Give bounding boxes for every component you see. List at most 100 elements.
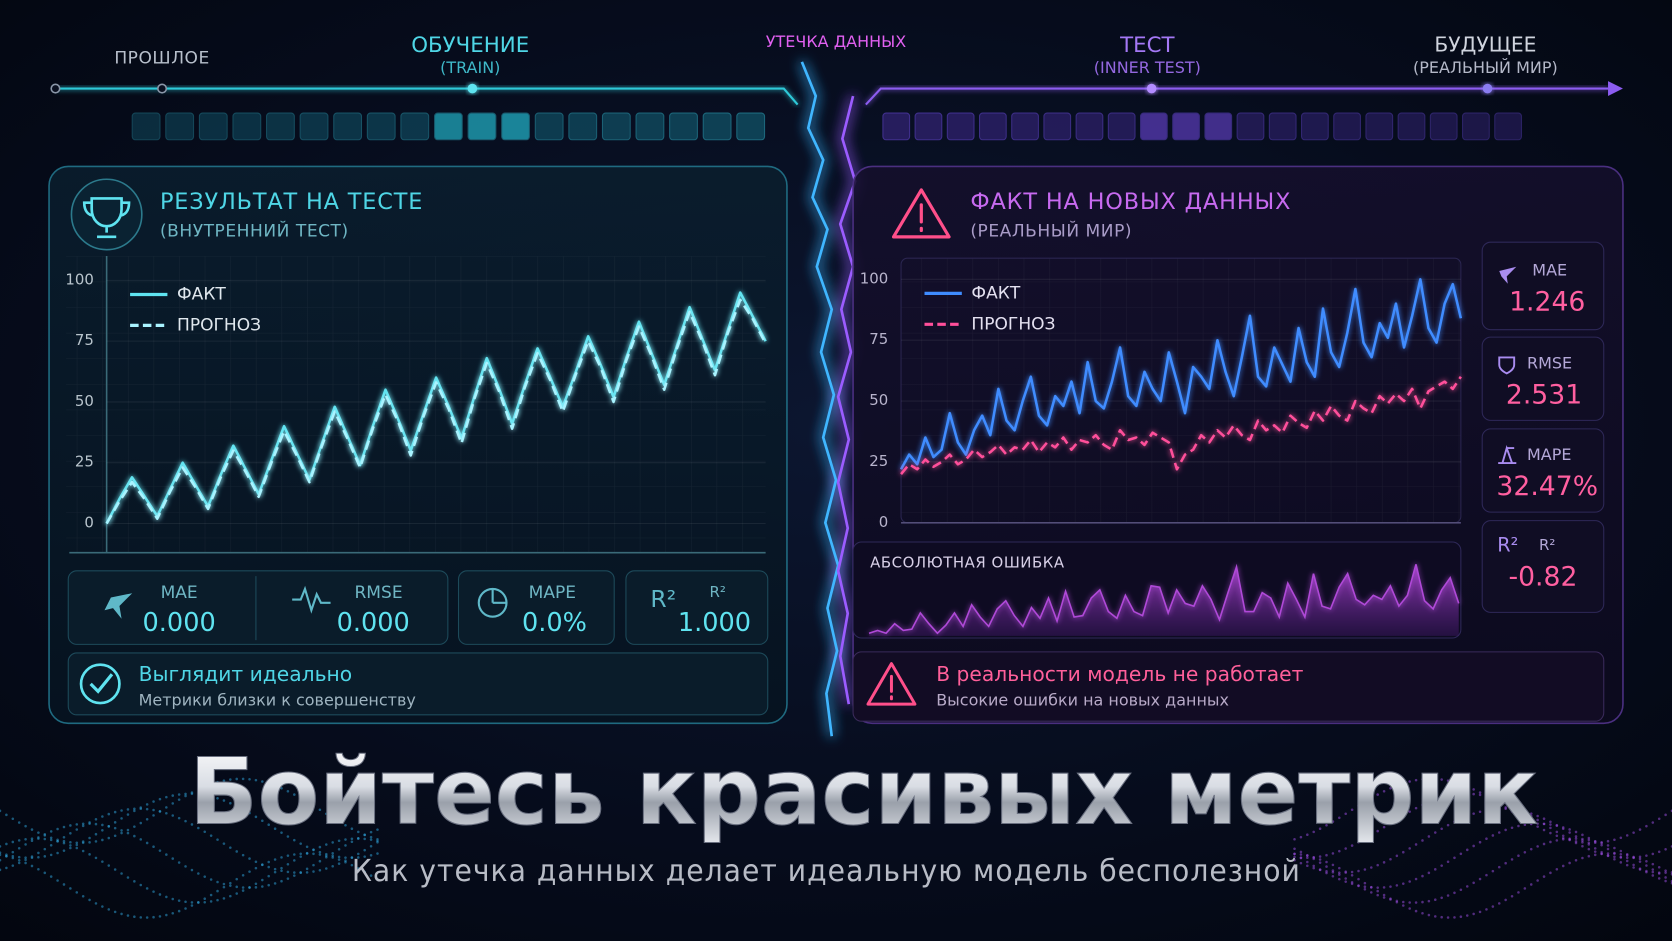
particle — [261, 878, 264, 882]
particle — [177, 793, 181, 796]
particle — [49, 836, 53, 840]
particle — [1414, 806, 1418, 810]
r2-icon: R² — [650, 585, 676, 613]
particle — [0, 858, 2, 862]
timeline-cell — [1107, 112, 1136, 141]
particle — [1619, 849, 1623, 853]
particle — [177, 899, 181, 902]
particle — [0, 845, 2, 848]
particle — [1370, 866, 1373, 869]
headline: Бойтесь красивых метрик — [189, 738, 1538, 845]
particle — [1363, 885, 1367, 888]
particle — [1421, 874, 1424, 878]
particle — [126, 876, 130, 879]
timeline-cell — [736, 112, 766, 141]
particle — [1312, 830, 1315, 834]
particle — [1363, 837, 1367, 841]
rmse-icon — [292, 585, 331, 614]
particle — [1529, 822, 1533, 826]
timeline-cell — [1075, 112, 1104, 141]
timeline-dot — [50, 83, 61, 94]
particle — [1587, 838, 1591, 842]
particle — [1325, 853, 1328, 857]
particle — [133, 809, 136, 813]
particle — [126, 828, 130, 832]
particle — [184, 792, 187, 796]
particle — [171, 802, 175, 805]
particle — [203, 785, 207, 788]
timeline-cell — [1172, 112, 1200, 141]
particle — [101, 815, 104, 818]
particle — [1549, 820, 1552, 824]
particle — [1491, 869, 1495, 873]
particle — [1331, 852, 1335, 855]
particle — [369, 835, 373, 839]
particle — [1657, 850, 1661, 854]
warning-icon — [891, 188, 951, 239]
particle — [305, 867, 309, 871]
particle — [312, 804, 315, 808]
particle — [273, 882, 277, 885]
particle — [1632, 866, 1635, 869]
particle — [1357, 804, 1360, 808]
particle — [337, 820, 341, 823]
particle — [120, 809, 123, 812]
particle — [1312, 866, 1315, 870]
particle — [184, 794, 187, 798]
particle — [203, 897, 207, 900]
particle — [49, 843, 53, 847]
particle — [1299, 850, 1303, 854]
particle — [24, 858, 27, 862]
particle — [1427, 835, 1431, 838]
crack-line — [800, 61, 840, 737]
particle — [1485, 873, 1488, 877]
timeline-cell — [1429, 112, 1458, 141]
particle — [1363, 881, 1367, 885]
particle — [1408, 901, 1411, 904]
particle — [357, 852, 360, 856]
particle — [1472, 912, 1475, 916]
particle — [337, 858, 341, 861]
particle — [1408, 880, 1411, 883]
particle — [1389, 897, 1392, 900]
particle — [1421, 777, 1424, 781]
particle — [337, 839, 341, 843]
particle — [1446, 894, 1450, 897]
particle — [1536, 879, 1539, 882]
timeline-cell — [534, 112, 564, 141]
particle — [152, 800, 155, 803]
particle — [1465, 814, 1469, 818]
particle — [267, 782, 270, 785]
particle — [1491, 834, 1495, 837]
particle — [229, 894, 232, 898]
particle — [81, 840, 85, 843]
particle — [1459, 817, 1463, 820]
particle — [1478, 793, 1482, 797]
particle — [241, 874, 245, 877]
timeline-cell — [400, 112, 430, 141]
particle — [1536, 814, 1539, 818]
particle — [280, 879, 283, 883]
particle — [1478, 791, 1482, 794]
particle — [30, 864, 34, 868]
particle — [1395, 784, 1399, 787]
particle — [37, 837, 40, 840]
particle — [1350, 874, 1354, 877]
y-tick-label: 100 — [65, 270, 93, 288]
leak-crack — [800, 61, 857, 737]
particle — [286, 789, 290, 793]
particle — [1536, 822, 1539, 825]
particle — [299, 852, 302, 856]
particle — [1497, 831, 1501, 834]
particle — [1549, 871, 1552, 875]
particle — [1581, 841, 1584, 844]
particle — [1421, 912, 1424, 915]
particle — [261, 780, 264, 783]
particle — [1446, 860, 1450, 864]
particle — [81, 849, 85, 853]
particle — [177, 909, 181, 913]
particle — [1581, 837, 1584, 841]
particle — [1510, 858, 1514, 861]
timeline-cell — [1011, 112, 1039, 141]
particle — [1529, 883, 1533, 886]
